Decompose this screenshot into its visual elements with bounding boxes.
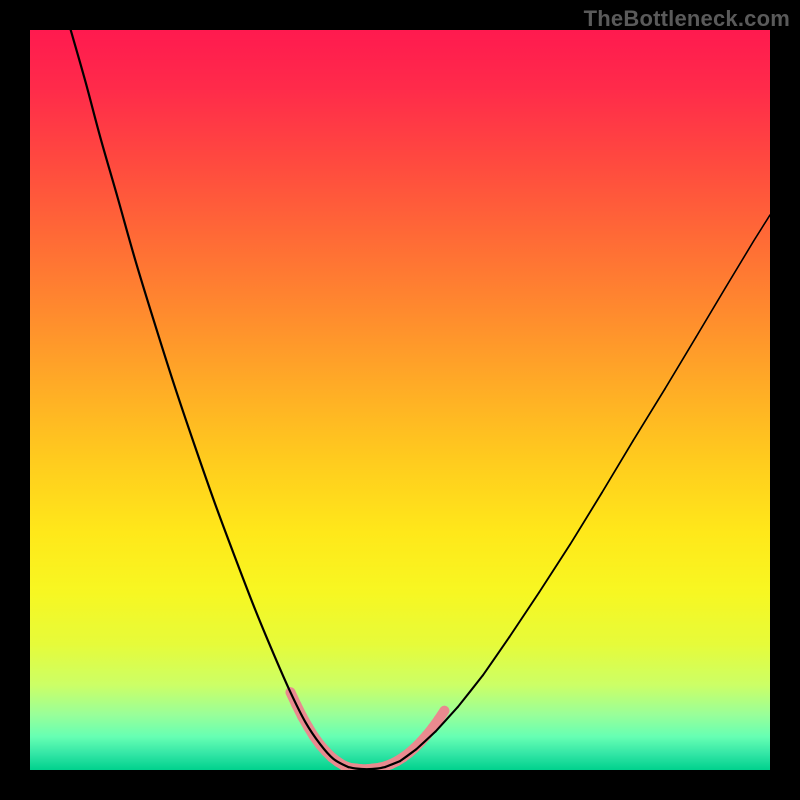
watermark-label: TheBottleneck.com bbox=[584, 6, 790, 32]
highlight-dot bbox=[439, 706, 449, 716]
chart-plot-area bbox=[30, 30, 770, 770]
bottleneck-chart bbox=[30, 30, 770, 770]
page-container: TheBottleneck.com bbox=[0, 0, 800, 800]
